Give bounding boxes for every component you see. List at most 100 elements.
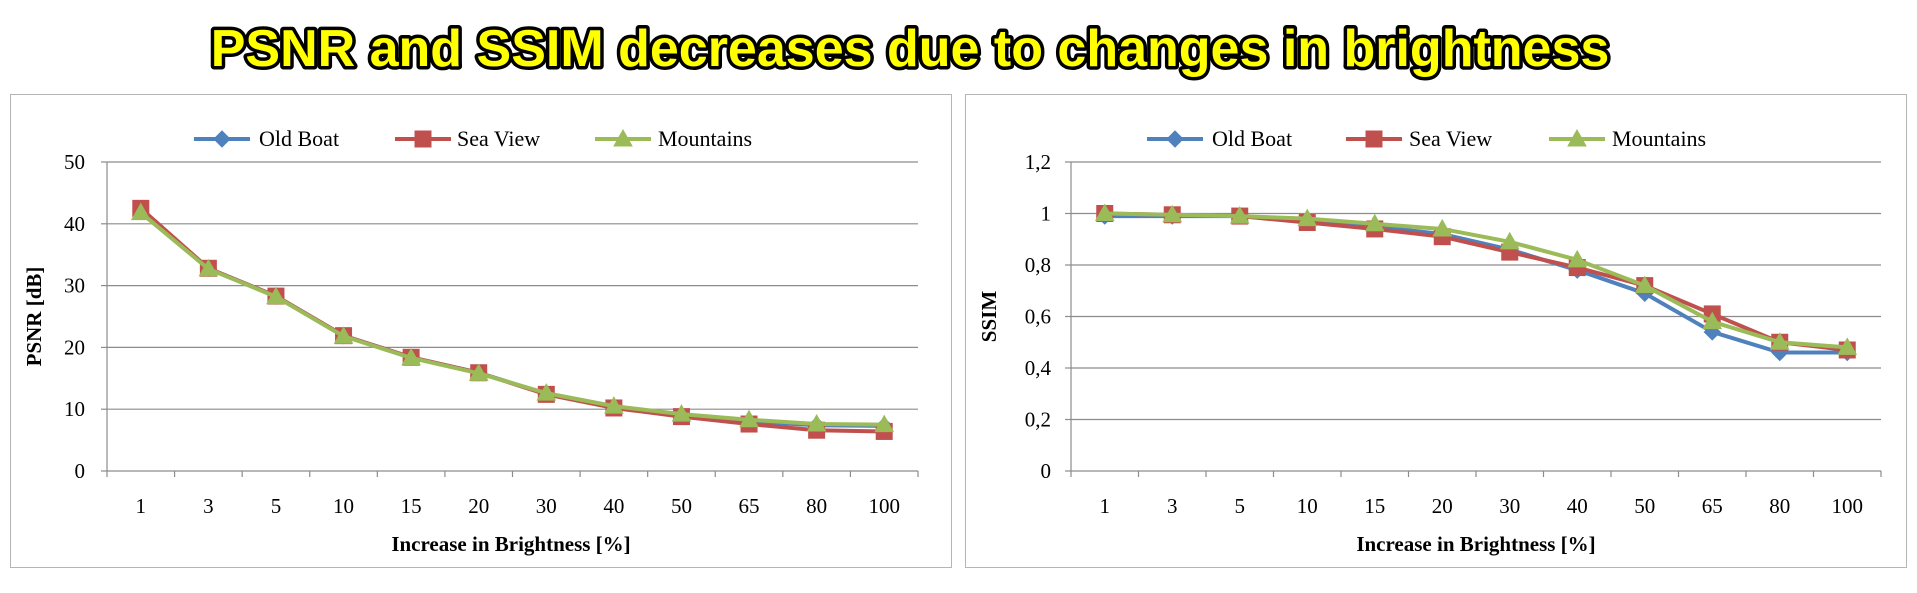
series-line-mountains bbox=[139, 211, 885, 427]
x-tick-label: 10 bbox=[1297, 494, 1318, 518]
x-tick-label: 1 bbox=[1100, 494, 1111, 518]
data-point-mountains bbox=[739, 409, 759, 428]
legend-item-mountains: Mountains bbox=[595, 126, 752, 151]
psnr-chart: 0 10 20 30 40 50 1 3 5 10 15 20 30 40 50 65 80 100 Increas… bbox=[22, 126, 919, 556]
x-tick-label: 65 bbox=[1702, 494, 1723, 518]
x-tick-label: 3 bbox=[203, 494, 214, 518]
y-tick-label: 50 bbox=[64, 150, 85, 174]
x-tick-label: 65 bbox=[739, 494, 760, 518]
legend-item-old-boat: Old Boat bbox=[1147, 126, 1292, 151]
data-point-mountains bbox=[1229, 206, 1250, 224]
y-axis-title: PSNR [dB] bbox=[22, 267, 46, 367]
legend-label: Mountains bbox=[658, 126, 752, 151]
x-tick-label: 30 bbox=[536, 494, 557, 518]
data-point-mountains bbox=[1634, 275, 1655, 294]
y-axis-title: SSIM bbox=[977, 291, 1001, 343]
legend-item-sea-view: Sea View bbox=[1346, 126, 1492, 151]
data-point-mountains bbox=[1499, 231, 1520, 250]
x-tick-label: 30 bbox=[1499, 494, 1520, 518]
legend-item-mountains: Mountains bbox=[1549, 126, 1706, 151]
y-tick-label: 0 bbox=[75, 459, 86, 483]
ssim-chart: 0 0,2 0,4 0,6 0,8 1 1,2 1 3 5 10 15 20 30 40 50 65 80 100 I… bbox=[977, 126, 1882, 556]
x-tick-label: 100 bbox=[1832, 494, 1864, 518]
x-tick-label: 20 bbox=[1432, 494, 1453, 518]
x-axis-title: Increase in Brightness [%] bbox=[391, 532, 630, 556]
legend-marker bbox=[213, 130, 231, 148]
y-tick-label: 10 bbox=[64, 397, 85, 421]
y-tick-label: 0,8 bbox=[1025, 253, 1051, 277]
legend-marker bbox=[1365, 130, 1383, 148]
y-tick-label: 0,6 bbox=[1025, 305, 1051, 329]
x-tick-label: 10 bbox=[333, 494, 354, 518]
x-tick-label: 50 bbox=[671, 494, 692, 518]
series-mountains bbox=[1094, 203, 1858, 355]
data-point-mountains bbox=[874, 414, 895, 433]
y-tick-label: 1,2 bbox=[1025, 150, 1051, 174]
series-sea-view bbox=[132, 199, 893, 440]
data-point-mountains bbox=[130, 202, 151, 221]
legend-label: Sea View bbox=[1409, 126, 1492, 151]
headline-svg: PSNR and SSIM decreases due to changes i… bbox=[207, 17, 1613, 82]
x-tick-label: 20 bbox=[468, 494, 489, 518]
x-tick-label: 80 bbox=[806, 494, 827, 518]
data-point-mountains bbox=[1702, 311, 1723, 330]
x-tick-label: 5 bbox=[271, 494, 282, 518]
x-tick-label: 80 bbox=[1769, 494, 1790, 518]
data-point-mountains bbox=[1837, 337, 1858, 355]
y-tick-label: 0 bbox=[1041, 459, 1052, 483]
legend-label: Sea View bbox=[457, 126, 540, 151]
y-tick-label: 0,2 bbox=[1025, 408, 1051, 432]
series-line-sea-view bbox=[139, 206, 885, 434]
data-point-mountains bbox=[1567, 249, 1588, 268]
x-tick-label: 50 bbox=[1634, 494, 1655, 518]
data-point-mountains bbox=[1162, 204, 1183, 223]
legend-marker bbox=[1567, 128, 1587, 147]
legend-marker bbox=[1166, 130, 1184, 148]
data-point-mountains bbox=[333, 326, 354, 344]
legend-item-old-boat: Old Boat bbox=[194, 126, 339, 151]
y-tick-label: 20 bbox=[64, 335, 85, 359]
y-tick-label: 0,4 bbox=[1025, 356, 1052, 380]
data-point-mountains bbox=[806, 414, 827, 432]
legend-item-sea-view: Sea View bbox=[395, 126, 540, 151]
series-line-old-boat bbox=[139, 209, 885, 428]
legend-label: Old Boat bbox=[1212, 126, 1292, 151]
series-old-boat bbox=[1096, 207, 1856, 362]
data-point-mountains bbox=[671, 404, 692, 422]
data-point-mountains bbox=[198, 258, 219, 277]
x-tick-label: 3 bbox=[1167, 494, 1178, 518]
y-tick-label: 30 bbox=[64, 274, 85, 298]
data-point-mountains bbox=[468, 363, 489, 381]
series-old-boat bbox=[132, 202, 893, 435]
x-tick-label: 40 bbox=[1567, 494, 1588, 518]
x-tick-label: 100 bbox=[868, 494, 900, 518]
x-tick-label: 15 bbox=[1364, 494, 1385, 518]
x-tick-label: 15 bbox=[401, 494, 422, 518]
data-point-mountains bbox=[536, 383, 557, 401]
data-point-mountains bbox=[1432, 218, 1453, 237]
data-point-mountains bbox=[1769, 332, 1790, 350]
headline-title: PSNR and SSIM decreases due to changes i… bbox=[211, 20, 1610, 78]
legend-marker bbox=[414, 130, 432, 148]
legend-label: Mountains bbox=[1612, 126, 1706, 151]
data-point-mountains bbox=[266, 286, 286, 305]
x-tick-label: 40 bbox=[603, 494, 624, 518]
series-line-mountains bbox=[1104, 211, 1848, 350]
data-point-mountains bbox=[401, 347, 421, 366]
series-sea-view bbox=[1096, 205, 1856, 359]
x-axis-title: Increase in Brightness [%] bbox=[1356, 532, 1595, 556]
data-point-mountains bbox=[1094, 203, 1115, 221]
series-mountains bbox=[130, 202, 895, 433]
y-tick-label: 1 bbox=[1041, 202, 1052, 226]
x-tick-label: 1 bbox=[136, 494, 147, 518]
legend-marker bbox=[613, 128, 633, 147]
x-tick-label: 5 bbox=[1235, 494, 1246, 518]
data-point-mountains bbox=[604, 396, 624, 414]
ssim-chart-panel: 0 0,2 0,4 0,6 0,8 1 1,2 1 3 5 10 15 20 30 40 50 65 80 100 I… bbox=[965, 94, 1907, 568]
legend-label: Old Boat bbox=[259, 126, 339, 151]
data-point-mountains bbox=[1297, 208, 1318, 227]
y-tick-label: 40 bbox=[64, 212, 85, 236]
data-point-mountains bbox=[1364, 213, 1385, 232]
headline-banner: PSNR and SSIM decreases due to changes i… bbox=[0, 14, 1917, 84]
psnr-chart-panel: 0 10 20 30 40 50 1 3 5 10 15 20 30 40 50 65 80 100 Increas… bbox=[10, 94, 952, 568]
